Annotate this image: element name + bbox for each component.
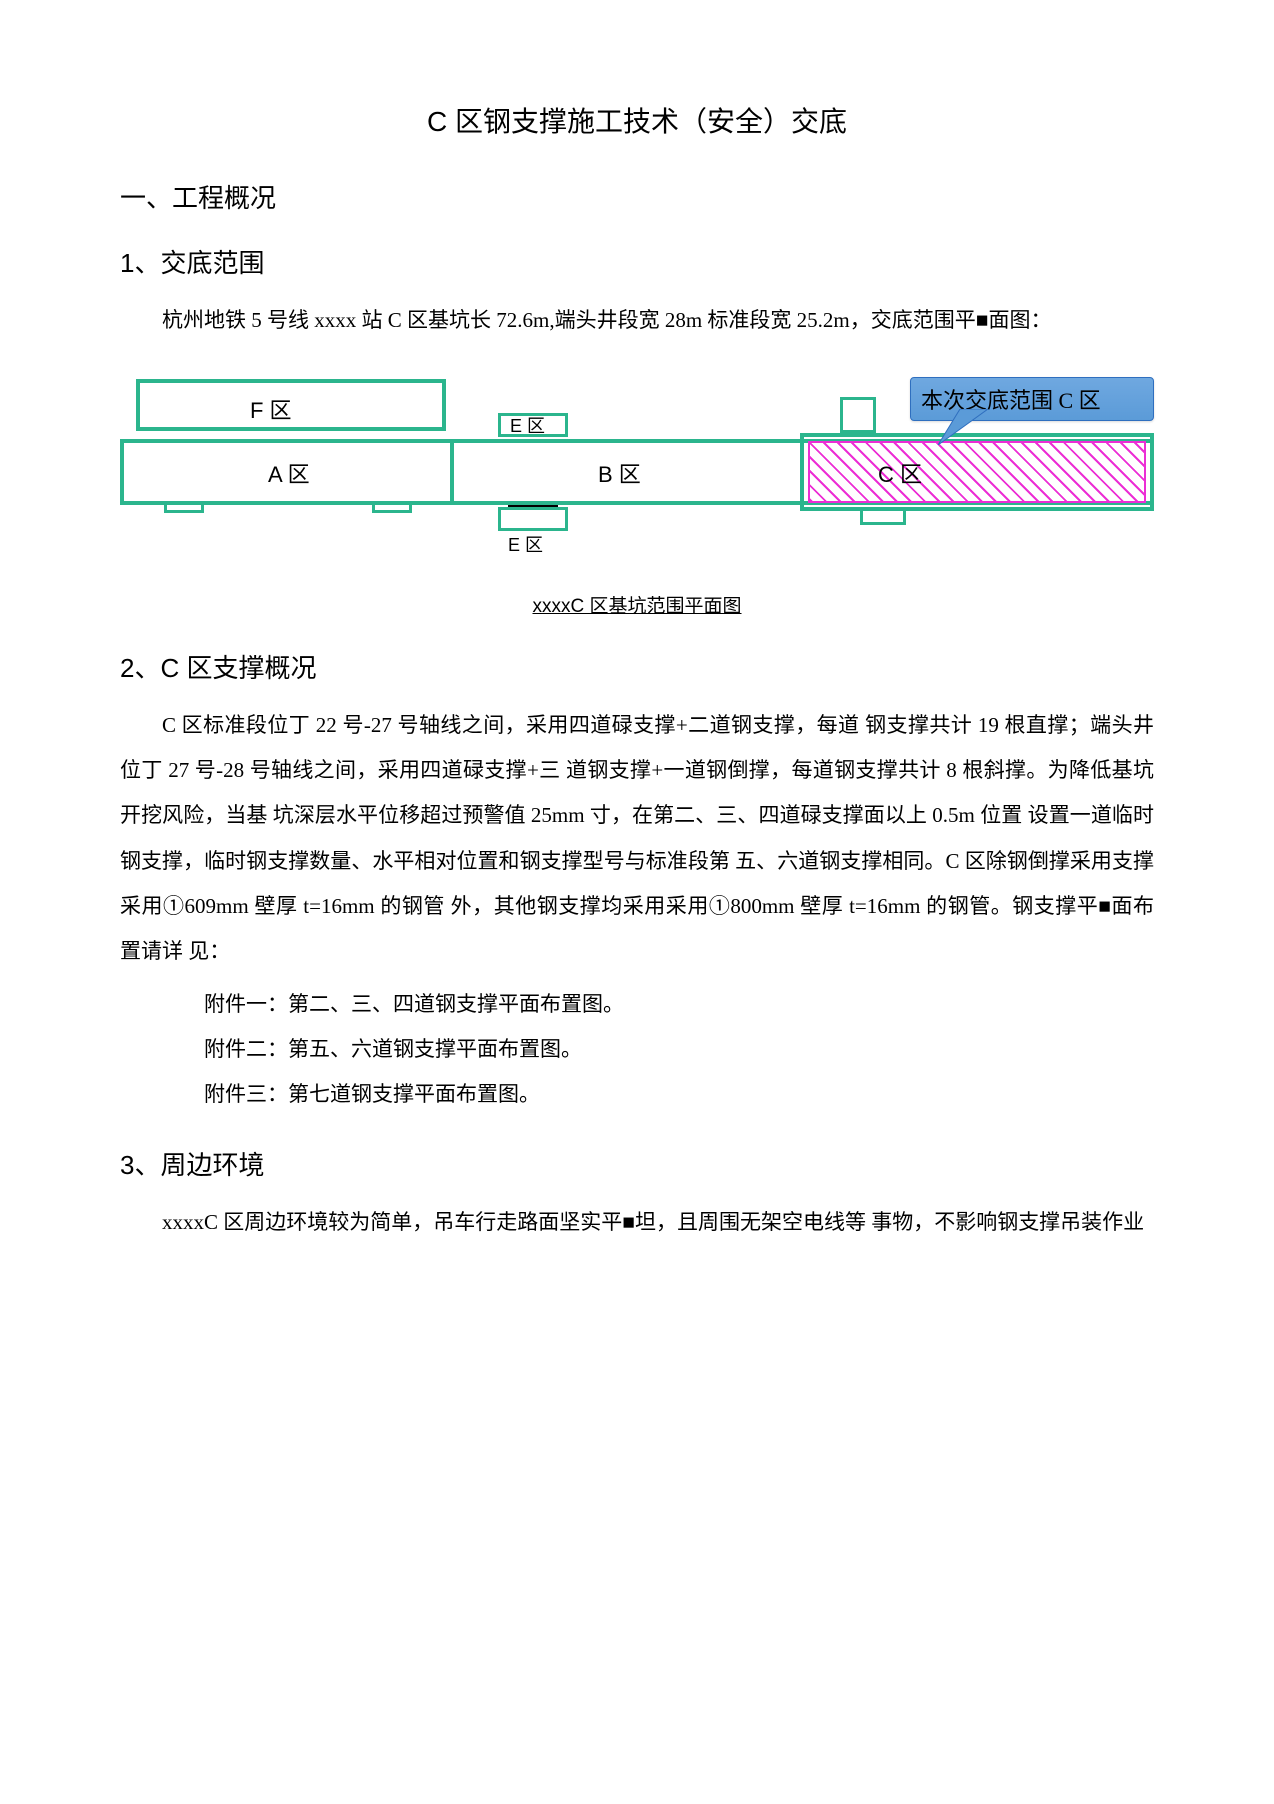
- zone-a-label: A 区: [268, 457, 310, 489]
- s1-paragraph: 杭州地铁 5 号线 xxxx 站 C 区基坑长 72.6m,端头井段宽 28m …: [120, 298, 1154, 343]
- zone-e-bot-label: E 区: [508, 531, 543, 557]
- s2-paragraph: C 区标准段位丁 22 号-27 号轴线之间，采用四道碌支撑+二道钢支撑，每道 …: [120, 703, 1154, 974]
- zone-e-bot-box: [498, 507, 568, 531]
- s3-paragraph: xxxxC 区周边环境较为简单，吊车行走路面坚实平■坦，且周围无架空电线等 事物…: [120, 1200, 1154, 1245]
- tab-a-left: [164, 505, 204, 513]
- page-title: C 区钢支撑施工技术（安全）交底: [120, 100, 1154, 140]
- zone-small-top: [840, 397, 876, 433]
- divider-ab: [450, 439, 454, 505]
- subsection-3-heading: 3、周边环境: [120, 1145, 1154, 1182]
- e-bot-line: [508, 505, 558, 507]
- tab-a-right: [372, 505, 412, 513]
- attach-3: 附件三：第七道钢支撑平面布置图。: [204, 1072, 1154, 1117]
- zone-e-top-label: E 区: [510, 412, 545, 438]
- zone-f-label: F 区: [250, 393, 292, 425]
- section-1-heading: 一、工程概况: [120, 178, 1154, 215]
- subsection-1-heading: 1、交底范围: [120, 243, 1154, 280]
- subsection-2-heading: 2、C 区支撑概况: [120, 648, 1154, 685]
- zone-c-label: C 区: [878, 457, 922, 489]
- diagram-caption: xxxxC 区基坑范围平面图: [120, 591, 1154, 618]
- zone-b-label: B 区: [598, 457, 641, 489]
- callout-pointer-icon: [930, 409, 990, 445]
- attach-2: 附件二：第五、六道钢支撑平面布置图。: [204, 1027, 1154, 1072]
- zone-c-hatch: [808, 441, 1146, 503]
- tab-c-bottom: [860, 511, 906, 525]
- pit-plan-diagram: F 区 E 区 A 区 B 区 C 区 E 区 本次交底范围 C 区: [120, 379, 1154, 559]
- attach-1: 附件一：第二、三、四道钢支撑平面布置图。: [204, 982, 1154, 1027]
